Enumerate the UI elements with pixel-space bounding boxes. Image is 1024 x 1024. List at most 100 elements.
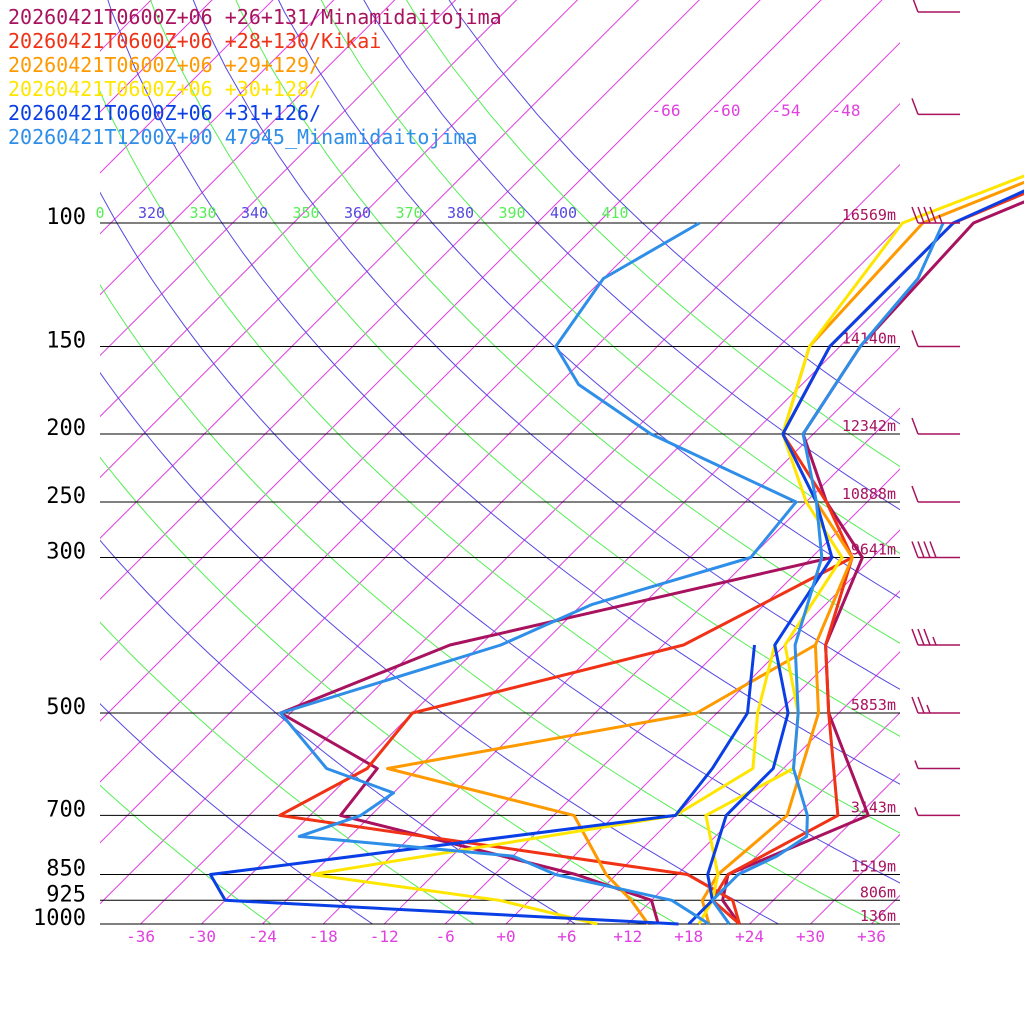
wind-barb-flag [912, 0, 919, 13]
x-tick-label: +6 [557, 927, 576, 946]
wind-barb-flag [923, 541, 931, 558]
wind-barb [911, 98, 960, 116]
height-label: 16569m [842, 206, 896, 224]
theta-line [100, 621, 475, 924]
theta-label: 0 [95, 204, 104, 222]
height-label: 10888m [842, 485, 896, 503]
top-temp-label: -66 [652, 101, 681, 120]
height-label: 806m [860, 883, 896, 901]
isotherm-line [140, 163, 900, 924]
height-label: 9641m [851, 540, 896, 558]
height-label: 5853m [851, 696, 896, 714]
isotherm-line [383, 407, 900, 924]
pressure-label: 500 [46, 695, 86, 720]
top-temp-label: -54 [772, 101, 801, 120]
pressure-label: 1000 [33, 906, 86, 931]
isotherm-line [322, 346, 900, 924]
x-tick-label: -30 [187, 927, 216, 946]
wind-barb [911, 330, 960, 348]
x-tick-label: -12 [370, 927, 399, 946]
height-label: 136m [860, 907, 896, 925]
theta-line [100, 703, 373, 924]
wind-barb [911, 696, 960, 714]
legend-entry: 20260421T0600Z+06 +26+131/Minamidaitojim… [8, 5, 502, 29]
wind-barb [912, 0, 960, 13]
pressure-label: 250 [46, 484, 86, 509]
theta-label: 410 [601, 204, 628, 222]
isotherm-line [932, 0, 1024, 924]
temperature-profile [721, 200, 1024, 925]
x-tick-label: +18 [674, 927, 703, 946]
dewpoint-profile [279, 556, 833, 925]
legend-entry: 20260421T0600Z+06 +29+129/ [8, 53, 321, 77]
legend-entry: 20260421T0600Z+06 +28+130/Kikai [8, 29, 381, 53]
wind-barb-flag [911, 98, 919, 115]
dewpoint-profile [386, 643, 817, 925]
isotherm-line [627, 651, 900, 924]
temperature-profile [700, 180, 1024, 925]
x-tick-label: -18 [309, 927, 338, 946]
isotherm-line [100, 0, 883, 783]
wind-barb-flag [929, 206, 937, 224]
pressure-label: 700 [46, 797, 86, 822]
pressure-label: 200 [46, 416, 86, 441]
isotherm-line [100, 0, 640, 540]
theta-line [100, 456, 678, 924]
x-tick-label: -24 [248, 927, 277, 946]
isotherm-line [749, 772, 900, 924]
legend-entry: 20260421T1200Z+00 47945_Minamidaitojima [8, 125, 478, 149]
wind-barb [911, 417, 960, 435]
wind-barb-half [914, 807, 919, 816]
pressure-label: 300 [46, 539, 86, 564]
isotherm-line [100, 0, 822, 722]
wind-barb-flag [917, 541, 925, 558]
theta-line [448, 0, 900, 425]
theta-line [100, 784, 272, 924]
wind-barb-flag [917, 696, 925, 714]
top-temp-label: -48 [832, 101, 861, 120]
isotherm-line [100, 42, 900, 844]
dewpoint-profile [278, 556, 853, 925]
dewpoint-profile [208, 644, 756, 926]
isotherm-line [810, 833, 900, 924]
wind-barb-flag [923, 628, 931, 646]
wind-barb [911, 628, 960, 646]
wind-barb [911, 485, 960, 503]
wind-barb [911, 541, 960, 559]
x-tick-label: +12 [613, 927, 642, 946]
legend-entry: 20260421T0600Z+06 +31+126/ [8, 101, 321, 125]
theta-label: 360 [344, 204, 371, 222]
isotherm-line [444, 468, 900, 924]
wind-barb-half [938, 214, 943, 224]
wind-barb-flag [929, 541, 937, 558]
theta-label: 370 [395, 204, 422, 222]
wind-barb-flag [917, 628, 925, 646]
isotherm-line [566, 590, 900, 924]
legend-entry: 20260421T0600Z+06 +30+128/ [8, 77, 321, 101]
theta-label: 320 [138, 204, 165, 222]
isotherm-line [100, 0, 700, 600]
wind-barb [911, 206, 960, 224]
wind-barb-half [914, 760, 919, 769]
pressure-label: 925 [46, 882, 86, 907]
wind-barb-half [926, 704, 931, 714]
theta-label: 350 [292, 204, 319, 222]
isotherm-line [993, 0, 1024, 924]
wind-barb-flag [911, 628, 919, 646]
wind-barb-flag [911, 417, 919, 435]
theta-label: 380 [447, 204, 474, 222]
wind-barb-flag [911, 330, 919, 347]
isotherm-line [100, 0, 761, 661]
theta-label: 390 [498, 204, 525, 222]
isotherm-line [262, 285, 900, 924]
top-temp-label: -60 [712, 101, 741, 120]
theta-label: 400 [550, 204, 577, 222]
temperature-profile [710, 222, 945, 925]
height-label: 12342m [842, 417, 896, 435]
isotherm-line [871, 894, 900, 924]
x-tick-label: -6 [435, 927, 454, 946]
wind-barb-flag [911, 541, 919, 558]
isotherm-line [100, 0, 579, 479]
pressure-label: 850 [46, 857, 86, 882]
wind-barb-half [932, 636, 937, 646]
